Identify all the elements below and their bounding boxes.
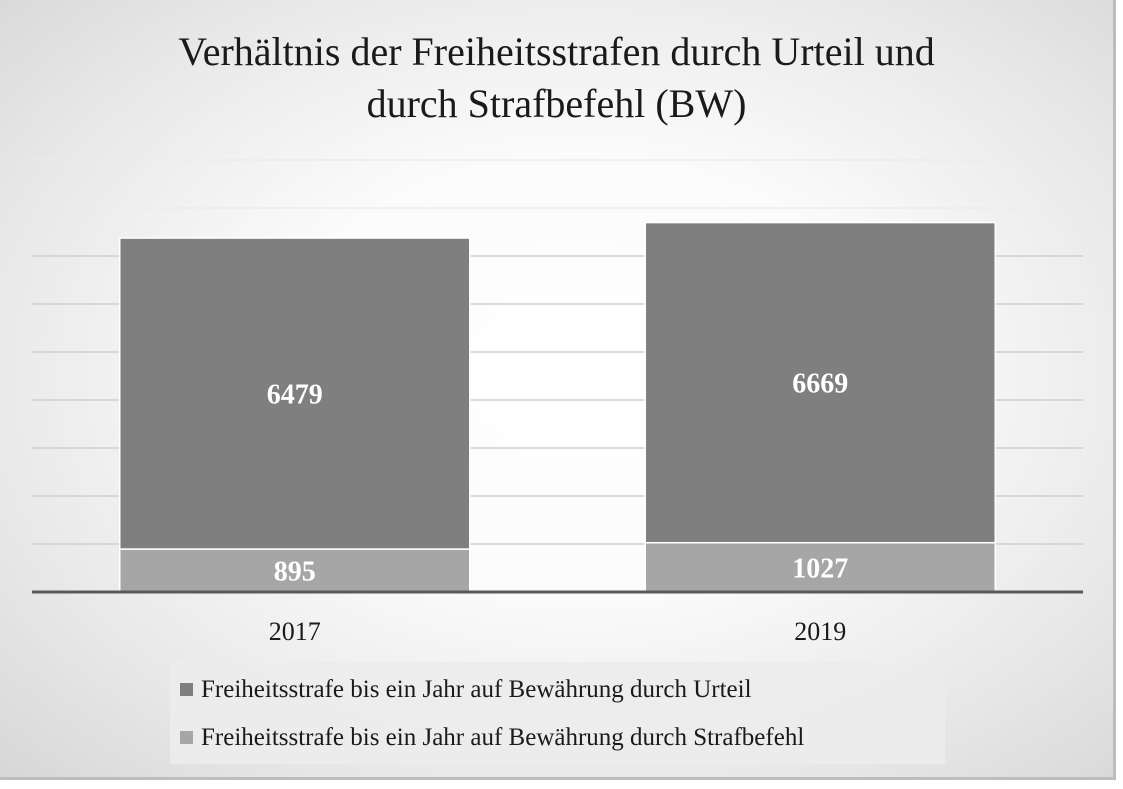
legend: Freiheitsstrafe bis ein Jahr auf Bewähru… — [170, 662, 945, 764]
legend-item: Freiheitsstrafe bis ein Jahr auf Bewähru… — [180, 718, 804, 758]
x-tick-label: 2017 — [269, 617, 321, 646]
data-label: 1027 — [792, 553, 848, 584]
bar-urteil-2019 — [644, 221, 996, 544]
x-tick-label: 2019 — [794, 617, 846, 646]
plot-area: 895 6479 2017 1027 6669 2019 — [32, 159, 1083, 646]
bar-urteil-2017 — [119, 237, 471, 550]
bar-strafbefehl-2019 — [644, 541, 996, 593]
data-label: 6669 — [792, 369, 848, 400]
legend-swatch — [180, 730, 193, 744]
legend-swatch — [180, 682, 193, 696]
legend-label: Freiheitsstrafe bis ein Jahr auf Bewähru… — [201, 676, 752, 703]
legend-label: Freiheitsstrafe bis ein Jahr auf Bewähru… — [201, 724, 805, 751]
legend-item: Freiheitsstrafe bis ein Jahr auf Bewähru… — [180, 670, 752, 710]
bar-strafbefehl-2017 — [119, 548, 471, 593]
chart-title-line-2: durch Strafbefehl (BW) — [366, 81, 747, 126]
data-label: 895 — [274, 557, 316, 588]
data-label: 6479 — [267, 380, 323, 411]
chart-title: Verhältnis der Freiheitsstrafen durch Ur… — [0, 26, 1113, 130]
chart-title-line-1: Verhältnis der Freiheitsstrafen durch Ur… — [178, 29, 935, 74]
